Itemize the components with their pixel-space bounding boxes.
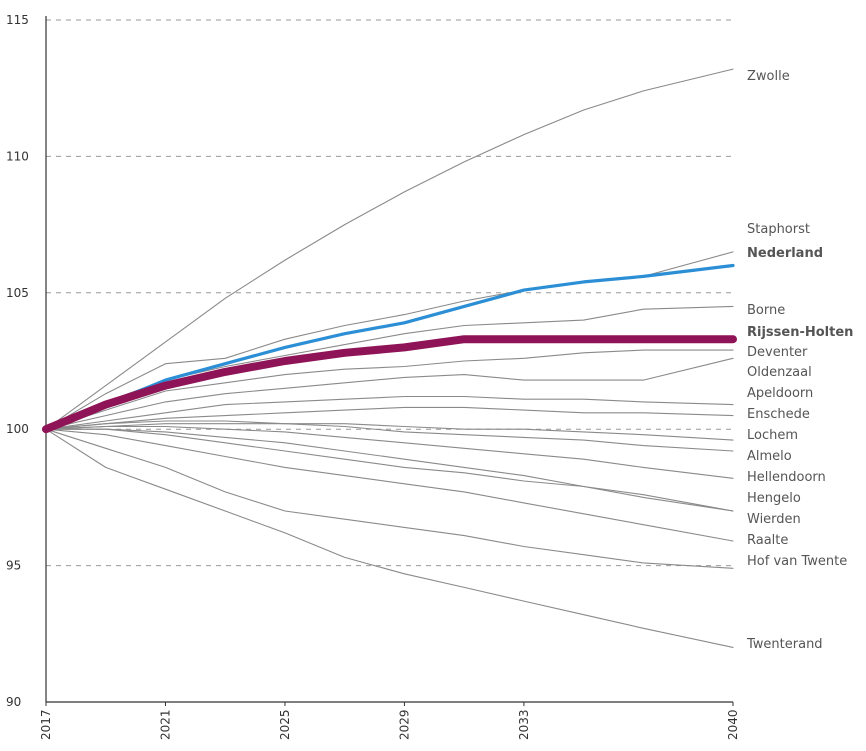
x-tick-label-2025: 2025 — [278, 709, 292, 740]
series-lines — [42, 68, 737, 648]
series-line-zwolle — [45, 68, 734, 430]
tick-labels: 90 95 100 105 110 115 2017 2021 2025 2029 2033 2040 — [6, 13, 740, 740]
x-tick-label-2033: 2033 — [517, 709, 531, 740]
x-tick-label-2040: 2040 — [726, 709, 740, 740]
series-label-apeldoorn: Apeldoorn — [747, 386, 813, 401]
series-line-nederland — [44, 263, 735, 431]
series-line-raalte — [45, 428, 734, 542]
series-line-lochem — [45, 423, 734, 441]
series-line-deventer — [45, 349, 734, 430]
series-label-hellendoorn: Hellendoorn — [747, 470, 826, 485]
series-label-hengelo: Hengelo — [747, 491, 801, 506]
series-label-deventer: Deventer — [747, 345, 808, 360]
series-label-rijssen-holten: Rijssen-Holten — [747, 325, 853, 340]
x-tick-label-2017: 2017 — [39, 709, 53, 740]
series-label-twenterand: Twenterand — [746, 637, 823, 652]
series-label-hof-van-twente: Hof van Twente — [747, 554, 847, 569]
series-line-hof-van-twente — [45, 428, 734, 569]
series-label-zwolle: Zwolle — [747, 69, 790, 84]
x-tick-label-2021: 2021 — [158, 709, 172, 740]
series-label-staphorst: Staphorst — [747, 222, 810, 237]
series-line-rijssen-holten — [42, 335, 737, 434]
series-line-apeldoorn — [45, 395, 734, 430]
series-label-raalte: Raalte — [747, 533, 788, 548]
series-line-oldenzaal — [45, 357, 734, 430]
series-label-oldenzaal: Oldenzaal — [747, 365, 812, 380]
series-label-nederland: Nederland — [747, 246, 823, 261]
series-line-almelo — [45, 420, 734, 452]
series-line-wierden — [45, 428, 734, 512]
series-label-borne: Borne — [747, 303, 785, 318]
series-label-lochem: Lochem — [747, 428, 798, 443]
series-labels: Zwolle Staphorst Nederland Borne Rijssen-Hol… — [746, 69, 853, 652]
y-tick-label-100: 100 — [6, 422, 29, 436]
y-tick-label-115: 115 — [6, 13, 29, 27]
axes — [45, 16, 734, 706]
series-line-hellendoorn — [45, 425, 734, 479]
series-label-almelo: Almelo — [747, 449, 792, 464]
y-tick-label-110: 110 — [6, 149, 29, 163]
series-line-enschede — [45, 406, 734, 430]
x-tick-label-2029: 2029 — [397, 709, 411, 740]
y-tick-label-95: 95 — [6, 559, 21, 573]
y-tick-label-90: 90 — [6, 695, 21, 709]
gridlines — [46, 19, 733, 567]
y-tick-label-105: 105 — [6, 286, 29, 300]
series-label-wierden: Wierden — [747, 512, 801, 527]
series-label-enschede: Enschede — [747, 407, 810, 422]
series-line-twenterand — [45, 428, 734, 648]
